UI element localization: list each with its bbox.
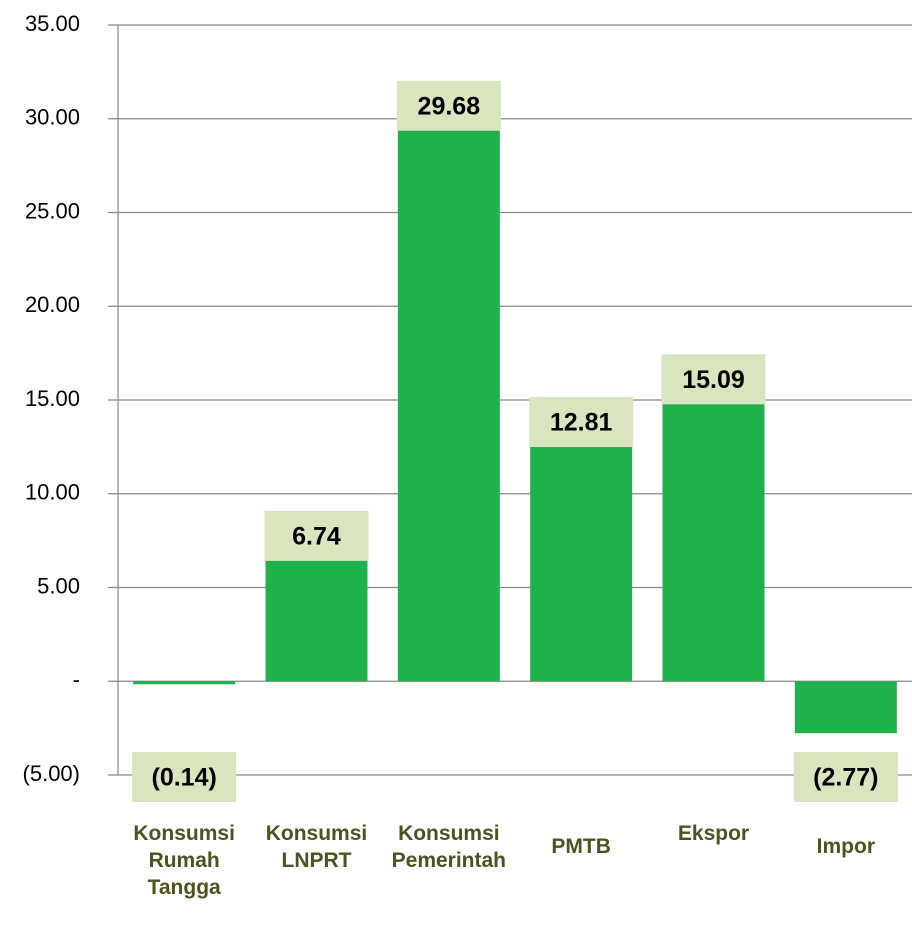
- x-tick-label: Konsumsi Rumah Tangga: [133, 822, 235, 899]
- y-tick-label: 5.00: [37, 573, 80, 598]
- x-tick-label: Ekspor: [677, 822, 750, 845]
- y-tick-label: 35.00: [25, 11, 80, 36]
- value-label: 29.68: [418, 92, 481, 120]
- bar: [133, 681, 236, 685]
- bar: [662, 398, 765, 682]
- value-label-box: [529, 397, 634, 448]
- value-label: 6.74: [292, 522, 341, 550]
- y-tick-label: 20.00: [25, 292, 80, 317]
- value-label: (0.14): [152, 764, 217, 792]
- value-label-box: [264, 510, 369, 561]
- bar: [530, 441, 633, 682]
- x-tick-label: Konsumsi LNPRT: [265, 822, 368, 872]
- value-label-box: [661, 354, 766, 405]
- x-tick-label: Impor: [816, 835, 875, 858]
- y-tick-label: 15.00: [25, 386, 80, 411]
- value-label-box: [793, 752, 898, 802]
- x-tick-label: PMTB: [551, 835, 611, 858]
- value-label: 12.81: [550, 409, 613, 437]
- bar: [794, 681, 897, 734]
- y-tick-label: 10.00: [25, 480, 80, 505]
- value-label: (2.77): [813, 764, 878, 792]
- y-tick-label: 30.00: [25, 105, 80, 130]
- bar: [265, 554, 368, 682]
- y-tick-label: -: [73, 667, 80, 692]
- value-label-box: [396, 80, 501, 131]
- y-tick-label: 25.00: [25, 198, 80, 223]
- x-tick-label: Konsumsi Pemerintah: [391, 822, 507, 872]
- y-tick-label: (5.00): [23, 761, 80, 786]
- value-label: 15.09: [682, 366, 745, 394]
- value-label-box: [132, 752, 237, 802]
- bar: [397, 124, 500, 682]
